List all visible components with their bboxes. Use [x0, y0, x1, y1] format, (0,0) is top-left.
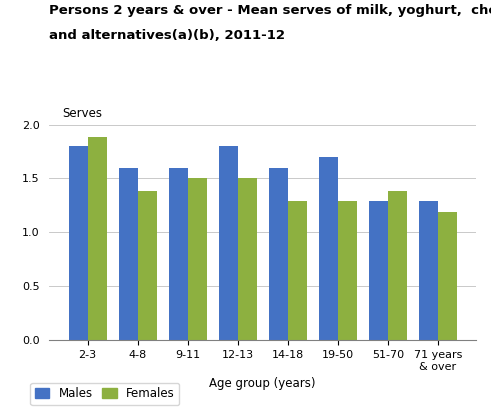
Bar: [388, 191, 407, 340]
Bar: [338, 201, 357, 340]
Bar: [369, 201, 388, 340]
Text: Serves: Serves: [62, 107, 103, 120]
Text: Persons 2 years & over - Mean serves of milk, yoghurt,  cheese: Persons 2 years & over - Mean serves of …: [49, 4, 491, 17]
Bar: [87, 137, 107, 340]
Bar: [188, 178, 207, 340]
Bar: [288, 201, 307, 340]
Bar: [69, 146, 87, 340]
X-axis label: Age group (years): Age group (years): [210, 377, 316, 390]
Text: and alternatives(a)(b), 2011-12: and alternatives(a)(b), 2011-12: [49, 29, 285, 42]
Bar: [319, 157, 338, 340]
Bar: [118, 168, 137, 340]
Bar: [137, 191, 157, 340]
Bar: [438, 212, 457, 340]
Bar: [269, 168, 288, 340]
Bar: [238, 178, 257, 340]
Bar: [218, 146, 238, 340]
Legend: Males, Females: Males, Females: [30, 383, 179, 405]
Bar: [168, 168, 188, 340]
Bar: [419, 201, 438, 340]
